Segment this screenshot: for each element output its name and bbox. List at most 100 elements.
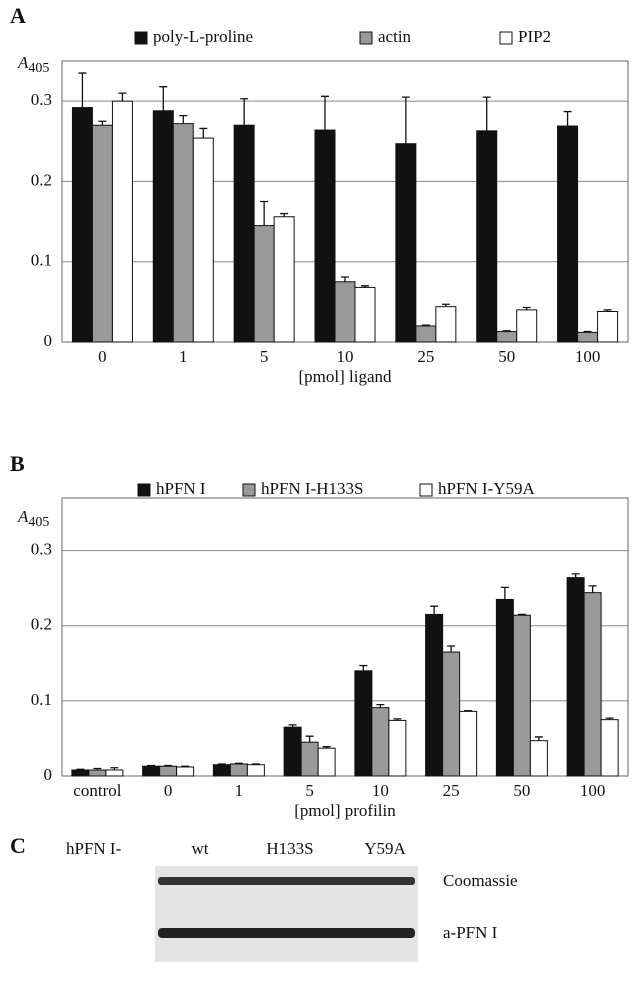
x-tick-label: 1 — [179, 347, 188, 366]
bar — [92, 125, 112, 342]
error-bar — [430, 606, 438, 614]
y-axis-label: A405 — [17, 53, 49, 76]
panel-label: A — [10, 3, 26, 28]
error-bar — [218, 764, 226, 765]
bar — [112, 101, 132, 342]
x-tick-label: 50 — [498, 347, 515, 366]
error-bar — [402, 97, 410, 144]
error-bar — [260, 202, 268, 226]
row-label: a-PFN I — [443, 923, 498, 942]
panel-label: B — [10, 451, 25, 476]
y-tick-label: 0.2 — [31, 615, 52, 634]
y-tick-label: 0.2 — [31, 170, 52, 189]
bar — [318, 748, 335, 776]
error-bar — [359, 666, 367, 671]
error-bar — [179, 116, 187, 124]
bar — [558, 126, 578, 342]
bar — [153, 111, 173, 342]
legend-swatch — [360, 32, 372, 44]
lane-label: wt — [192, 839, 209, 858]
bar — [601, 720, 618, 776]
legend-swatch — [420, 484, 432, 496]
plot-frame — [62, 498, 628, 776]
page: A A405 [pmol] ligand 0 0.1 0.2 0.3 poly-L-proli… — [0, 0, 638, 1008]
error-bar — [572, 574, 580, 578]
x-axis-label: [pmol] profilin — [294, 801, 396, 820]
bar — [247, 765, 264, 776]
bar — [254, 226, 274, 342]
error-bar — [252, 764, 260, 765]
error-bar — [341, 277, 349, 282]
bar — [530, 741, 547, 776]
y-tick-label: 0.1 — [31, 690, 52, 709]
error-bar — [518, 614, 526, 615]
bar — [578, 332, 598, 342]
x-tick-label: 50 — [513, 781, 530, 800]
error-bar — [535, 737, 543, 741]
legend-label: poly-L-proline — [153, 27, 253, 46]
x-tick-label: 100 — [580, 781, 606, 800]
bar — [355, 671, 372, 776]
bar — [230, 764, 247, 776]
gel-band — [158, 928, 415, 938]
bar — [213, 765, 230, 776]
error-bar — [98, 121, 106, 125]
bar — [496, 599, 513, 776]
error-bar — [483, 97, 491, 131]
error-bar — [147, 765, 155, 766]
bar — [234, 125, 254, 342]
error-bar — [306, 736, 314, 742]
y-tick-label: 0.3 — [31, 90, 52, 109]
bar — [497, 332, 517, 342]
error-bar — [118, 93, 126, 101]
bar — [513, 615, 530, 776]
y-tick-label: 0 — [44, 765, 53, 784]
y-axis-label-sub: 405 — [28, 61, 49, 76]
error-bar — [199, 128, 207, 138]
y-tick-label: 0.1 — [31, 251, 52, 270]
bar — [436, 307, 456, 342]
lane-label: Y59A — [364, 839, 406, 858]
bar — [143, 766, 160, 776]
x-tick-label: 10 — [337, 347, 354, 366]
row-label: Coomassie — [443, 871, 518, 890]
legend-swatch — [138, 484, 150, 496]
legend-swatch — [243, 484, 255, 496]
bar — [301, 742, 318, 776]
legend-swatch — [135, 32, 147, 44]
x-tick-label: 5 — [305, 781, 314, 800]
x-tick-label: 1 — [235, 781, 244, 800]
x-tick-label: 0 — [164, 781, 173, 800]
bar — [567, 578, 584, 776]
bar — [477, 131, 497, 342]
bar — [160, 766, 177, 776]
y-axis-label-sub: 405 — [28, 515, 49, 530]
legend-label: hPFN I — [156, 479, 206, 498]
error-bar — [78, 73, 86, 108]
bar — [274, 217, 294, 342]
error-bar — [564, 112, 572, 126]
error-bar — [164, 765, 172, 766]
x-tick-label: control — [73, 781, 121, 800]
bar — [106, 770, 123, 776]
error-bar — [181, 766, 189, 767]
bar — [173, 124, 193, 342]
bar — [335, 282, 355, 342]
error-bar — [240, 99, 248, 125]
panel-label: C — [10, 833, 26, 858]
bar — [389, 720, 406, 776]
error-bar — [589, 586, 597, 593]
x-tick-label: 100 — [575, 347, 601, 366]
lane-label: H133S — [266, 839, 313, 858]
error-bar — [447, 646, 455, 652]
bar — [89, 770, 106, 776]
y-axis-label: A405 — [17, 507, 49, 530]
bar — [177, 767, 194, 776]
bar — [315, 130, 335, 342]
x-tick-label: 25 — [443, 781, 460, 800]
bar — [426, 614, 443, 776]
x-axis-label: [pmol] ligand — [298, 367, 392, 386]
legend-label: PIP2 — [518, 27, 551, 46]
legend-swatch — [500, 32, 512, 44]
legend-label: actin — [378, 27, 412, 46]
